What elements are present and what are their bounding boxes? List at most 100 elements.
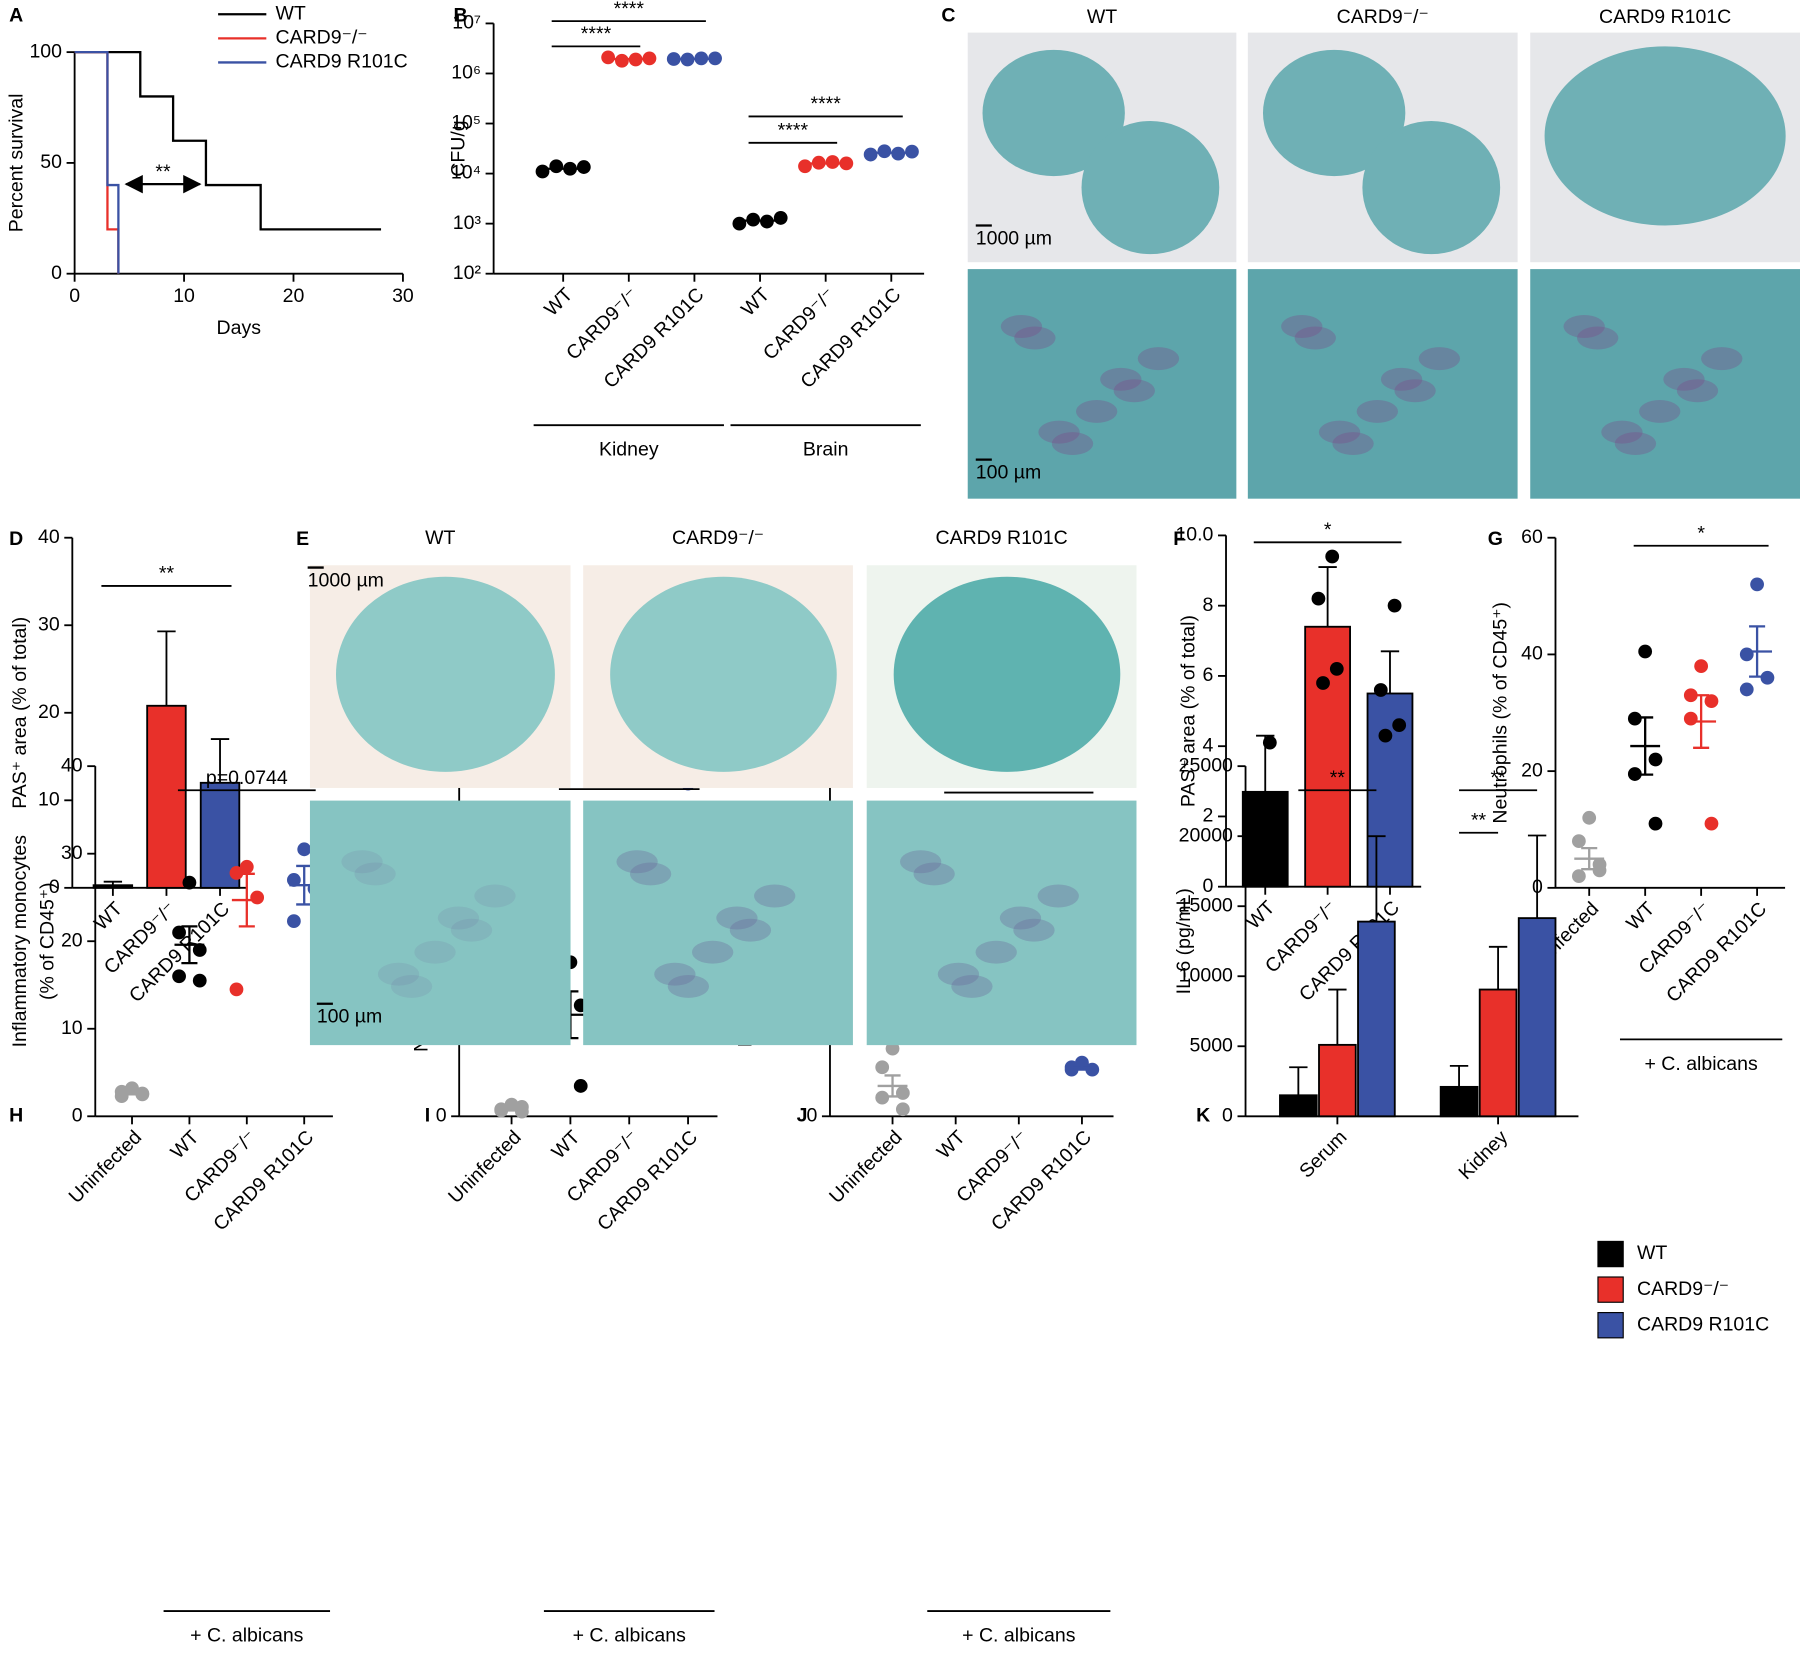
data-point bbox=[1760, 670, 1775, 685]
error-bar bbox=[210, 738, 230, 783]
data-point bbox=[895, 1086, 910, 1100]
data-point bbox=[535, 164, 550, 179]
panel-letter: D bbox=[9, 528, 23, 550]
column-title: WT bbox=[1087, 6, 1117, 28]
y-tick-label: 10.0 bbox=[1175, 524, 1213, 546]
y-tick-label: 10⁷ bbox=[452, 12, 481, 34]
error-bar bbox=[1488, 945, 1508, 990]
y-tick-label: 10⁶ bbox=[451, 62, 481, 84]
data-point bbox=[172, 925, 186, 940]
x-tick-label: Uninfected bbox=[65, 1126, 146, 1207]
y-tick-label: 20000 bbox=[1179, 824, 1233, 846]
data-point bbox=[239, 859, 254, 874]
stain-patch bbox=[716, 906, 758, 930]
y-tick-label: 10² bbox=[453, 262, 482, 284]
legend-label: WT bbox=[276, 2, 306, 24]
x-tick-label: WT bbox=[737, 284, 774, 321]
data-point bbox=[798, 159, 812, 174]
panel-letter: E bbox=[296, 528, 309, 550]
y-tick-label: 20 bbox=[38, 701, 60, 723]
y-tick-label: 30 bbox=[38, 613, 60, 635]
stain-patch bbox=[691, 940, 734, 964]
annotation: ** bbox=[159, 563, 175, 585]
error-bar bbox=[123, 1089, 141, 1096]
panel: A 0 50 100 Percent survival 0 10 20 30 Days WT CARD… bbox=[5, 2, 414, 339]
stain-patch bbox=[1000, 315, 1043, 338]
stain-patch bbox=[1701, 347, 1743, 371]
y-tick-label: 40 bbox=[1521, 643, 1543, 665]
data-point bbox=[1392, 718, 1407, 732]
scale-label: 100 µm bbox=[317, 1006, 382, 1028]
data-point bbox=[1683, 688, 1698, 703]
data-point bbox=[182, 875, 197, 890]
stain-patch bbox=[754, 884, 796, 908]
error-bar bbox=[1637, 716, 1654, 776]
annotation: ** bbox=[1471, 809, 1487, 831]
stain-patch bbox=[1577, 326, 1619, 350]
y-tick-label: 40 bbox=[61, 754, 83, 776]
error-bar bbox=[1749, 625, 1766, 678]
y-tick-label: 0 bbox=[49, 876, 60, 898]
tissue bbox=[893, 576, 1121, 772]
error-bar bbox=[1449, 1064, 1469, 1087]
stain-patch bbox=[1563, 315, 1605, 338]
data-point bbox=[1329, 662, 1344, 676]
legend-label: CARD9⁻/⁻ bbox=[276, 27, 368, 49]
group-label: + C. albicans bbox=[962, 1624, 1076, 1646]
stain-patch bbox=[629, 862, 672, 886]
x-tick-label: 0 bbox=[69, 285, 80, 307]
data-point bbox=[229, 866, 244, 880]
panel-letter: F bbox=[1173, 528, 1185, 550]
data-point bbox=[1704, 816, 1719, 831]
y-axis-label: Percent survival bbox=[5, 94, 27, 233]
y-tick-label: 8 bbox=[1203, 594, 1214, 616]
x-tick-label: CARD9 R101C bbox=[1662, 898, 1771, 1007]
group-label: Brain bbox=[803, 439, 849, 461]
y-axis-label: CFU/g bbox=[447, 120, 469, 176]
data-point bbox=[875, 1060, 890, 1075]
data-point bbox=[1638, 644, 1653, 659]
scale-label: 1000 µm bbox=[308, 569, 384, 591]
stain-patch bbox=[1014, 326, 1056, 350]
group-label: + C. albicans bbox=[1644, 1053, 1758, 1075]
bar bbox=[1304, 625, 1351, 888]
y-tick-label: 60 bbox=[1521, 526, 1543, 548]
x-tick-label: Kidney bbox=[1454, 1126, 1512, 1184]
error-bar bbox=[1380, 650, 1400, 694]
stain-patch bbox=[999, 906, 1042, 930]
y-tick-label: 5000 bbox=[1190, 1034, 1234, 1056]
tissue bbox=[982, 49, 1125, 177]
bar bbox=[92, 884, 134, 889]
data-point bbox=[1704, 694, 1719, 708]
legend-label: CARD9⁻/⁻ bbox=[1637, 1278, 1729, 1300]
y-tick-label: 10³ bbox=[453, 212, 482, 234]
data-point bbox=[549, 159, 564, 174]
data-point bbox=[1387, 598, 1402, 613]
data-point bbox=[1571, 869, 1586, 884]
tissue bbox=[1262, 49, 1406, 177]
data-point bbox=[1373, 683, 1388, 697]
y-tick-label: 10 bbox=[61, 1017, 83, 1039]
data-point bbox=[877, 144, 892, 159]
panel-letter: K bbox=[1196, 1104, 1210, 1126]
error-bar bbox=[1318, 566, 1337, 627]
stain-patch bbox=[354, 862, 396, 886]
stain-patch bbox=[1332, 432, 1374, 456]
data-point bbox=[192, 973, 207, 988]
annotation: **** bbox=[581, 23, 612, 45]
data-point bbox=[1253, 802, 1268, 817]
x-tick-label: WT bbox=[1242, 897, 1279, 934]
y-tick-label: 10000 bbox=[1179, 964, 1233, 986]
y-tick-label: 0 bbox=[72, 1104, 83, 1126]
data-point bbox=[601, 50, 616, 65]
x-tick-label: WT bbox=[540, 284, 577, 321]
data-point bbox=[250, 890, 265, 905]
column-title: CARD9 R101C bbox=[1599, 6, 1731, 28]
bar bbox=[1517, 917, 1557, 1118]
stain-patch bbox=[937, 962, 980, 986]
y-axis-label: (% of CD45⁺) bbox=[36, 882, 58, 1000]
y-tick-label: 15000 bbox=[1179, 894, 1233, 916]
data-point bbox=[1648, 816, 1663, 831]
survival-line bbox=[74, 50, 382, 231]
